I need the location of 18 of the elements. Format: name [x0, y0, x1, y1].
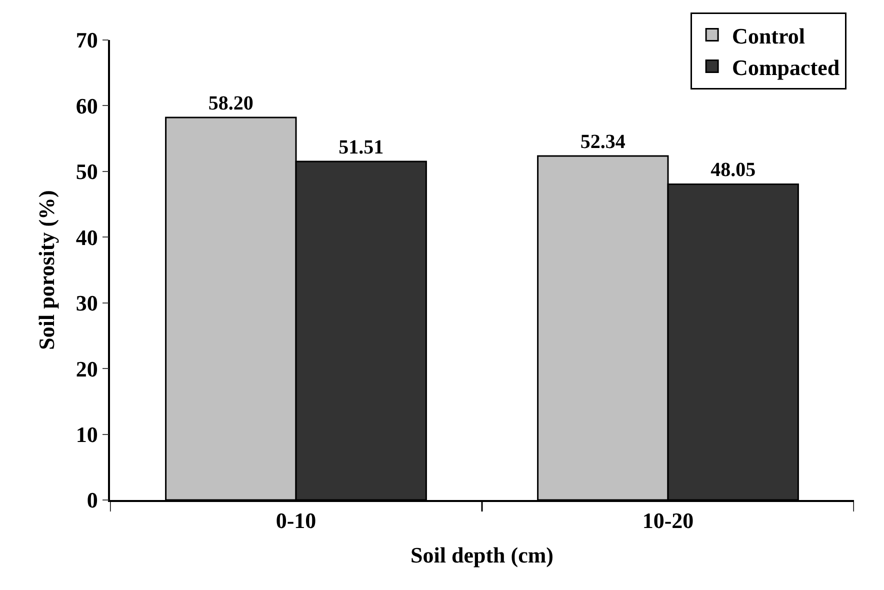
y-tick-label: 50 — [76, 159, 98, 184]
x-tick-label: 0-10 — [276, 508, 316, 534]
y-tick-label: 20 — [76, 356, 98, 382]
y-tick-label: 70 — [76, 28, 98, 53]
data-label: 52.34 — [580, 131, 626, 154]
y-tick-label: 0 — [86, 488, 98, 513]
y-axis-title: Soil porosity (%) — [34, 190, 60, 350]
x-axis-title: Soil depth (cm) — [410, 542, 554, 568]
y-tick-label: 30 — [76, 290, 98, 316]
x-tick-label: 10-20 — [642, 508, 694, 534]
y-tick-label: 10 — [76, 422, 98, 447]
y-tick-label: 40 — [76, 224, 98, 250]
data-label: 48.05 — [710, 159, 756, 182]
y-tick-label: 60 — [76, 93, 98, 118]
data-label: 58.20 — [208, 92, 254, 115]
legend-label: Control — [732, 23, 805, 48]
legend-label: Compacted — [732, 54, 840, 80]
data-label: 51.51 — [338, 136, 384, 159]
